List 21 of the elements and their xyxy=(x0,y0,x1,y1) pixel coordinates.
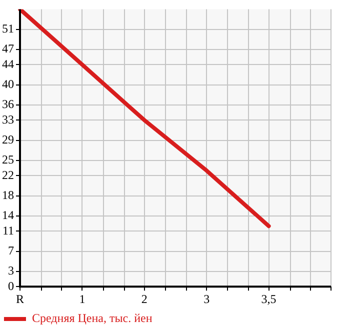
x-tick-label: 1 xyxy=(79,292,86,306)
x-tick-label: R xyxy=(16,292,24,306)
y-tick-label: 40 xyxy=(2,77,14,92)
x-tick-label: 3 xyxy=(204,292,210,306)
y-tick-label: 7 xyxy=(8,243,14,258)
y-tick-label: 47 xyxy=(2,42,14,56)
y-tick-label: 11 xyxy=(2,223,14,238)
y-tick-label: 25 xyxy=(2,152,14,167)
y-tick-label: 22 xyxy=(2,168,14,182)
legend-label: Средняя Цена, тыс. йен xyxy=(32,311,153,326)
y-tick-label: 3 xyxy=(8,264,14,278)
x-tick-label: 2 xyxy=(141,292,148,306)
y-tick-label: 36 xyxy=(2,97,14,112)
y-tick-label: 51 xyxy=(2,22,14,36)
y-tick-label: 0 xyxy=(8,278,14,293)
y-tick-label: 29 xyxy=(2,132,14,146)
y-tick-label: 44 xyxy=(2,56,14,71)
x-tick-label: 3,5 xyxy=(261,292,276,306)
y-tick-label: 33 xyxy=(2,112,14,126)
y-tick-label: 14 xyxy=(2,208,14,222)
y-tick-label: 18 xyxy=(2,188,14,202)
